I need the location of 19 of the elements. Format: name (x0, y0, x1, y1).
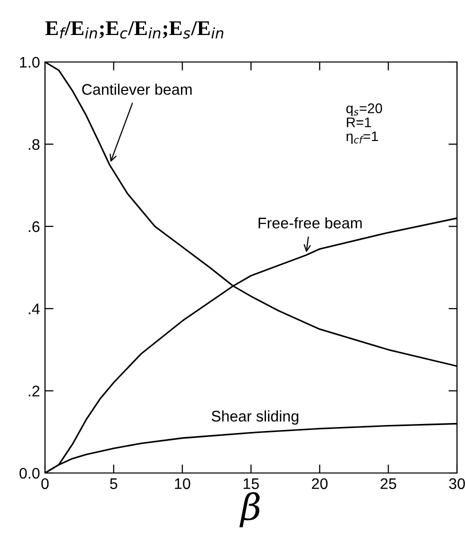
y-tick-label: .6 (28, 221, 40, 232)
y-tick-label: .8 (28, 139, 40, 150)
annotation: Free-free beam (258, 217, 362, 228)
annotation: Shear sliding (212, 410, 298, 425)
y-tick-label: 1.0 (20, 56, 40, 68)
y-tick-label: 0.0 (20, 468, 40, 479)
x-axis-title: β (239, 492, 260, 528)
y-tick-label: .4 (28, 304, 40, 314)
y-tick-label: .2 (28, 386, 40, 396)
x-tick-label: 30 (449, 478, 465, 490)
x-tick-label: 25 (380, 478, 396, 490)
x-tick-label: 15 (244, 478, 259, 490)
chart-title: E$_{f}$/E$_{in}$;E$_{c}$/E$_{in}$;E$_{s}$/E$_{in}$ (45, 21, 224, 39)
x-tick-label: 20 (312, 478, 328, 490)
x-tick-label: 5 (110, 478, 118, 490)
x-tick-label: 0 (41, 478, 49, 490)
x-tick-label: 10 (175, 478, 190, 490)
annotation: Cantilever beam (82, 84, 192, 95)
annotation: q$_{s}$=20 R=1 η$_{cf}$=1 (346, 103, 382, 144)
